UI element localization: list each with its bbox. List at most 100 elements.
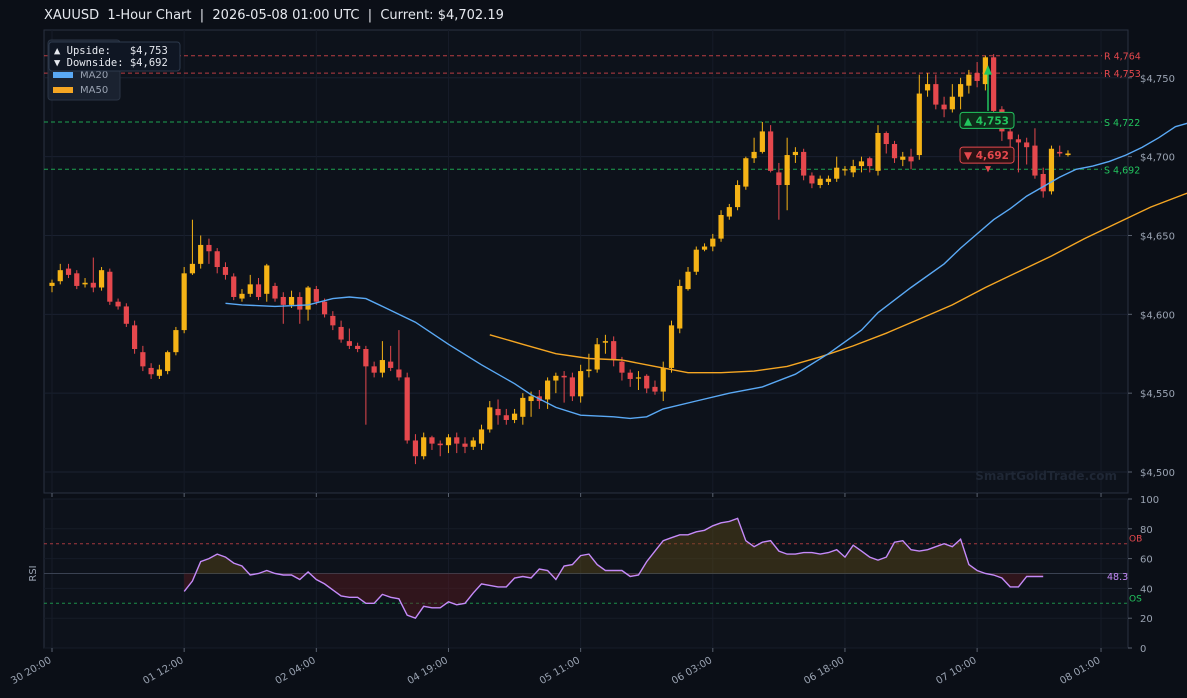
candle-body: [107, 271, 113, 302]
candle-body: [98, 270, 105, 288]
candle-body: [495, 408, 501, 416]
candle-body: [941, 104, 947, 110]
candle-body: [321, 301, 328, 315]
candle-body: [586, 369, 592, 372]
candle-body: [991, 57, 997, 111]
rsi-value-label: 48.3: [1107, 572, 1128, 583]
candle-body: [198, 244, 204, 264]
candle-body: [875, 132, 881, 171]
candle-body: [222, 267, 229, 275]
candle-body: [677, 285, 683, 329]
candle-body: [288, 296, 295, 305]
x-tick-label: 04 19:00: [406, 655, 450, 687]
x-tick-label: 08 01:00: [1058, 655, 1102, 687]
ma50-line: [489, 192, 1187, 374]
candle-body: [90, 282, 96, 288]
y-axis: $4,500 $4,550 $4,600 $4,650 $4,700 $4,750: [1128, 74, 1175, 479]
chart-title: XAUUSD 1-Hour Chart | 2026-05-08 01:00 U…: [44, 8, 504, 23]
tooltip-upside: ▲ Upside: $4,753: [54, 45, 168, 57]
candle-body: [82, 282, 88, 285]
candle-body: [437, 443, 443, 446]
candle-body: [1015, 139, 1022, 143]
candle-body: [487, 407, 493, 430]
candle-body: [842, 169, 848, 171]
candle-body: [445, 437, 452, 446]
candle-body: [701, 246, 708, 250]
candle-body: [264, 265, 270, 294]
level-label: R 4,764: [1104, 52, 1141, 63]
candle-body: [371, 366, 377, 373]
downside-tag-box: [959, 146, 1015, 164]
level-label: R 4,753: [1104, 69, 1141, 80]
candle-body: [858, 161, 865, 167]
candle-body: [693, 249, 699, 272]
x-tick-label: 07 10:00: [934, 655, 978, 687]
x-tick-label: 05 11:00: [538, 655, 582, 687]
candle-body: [49, 282, 55, 286]
downside-tag: ▼ 4,692: [959, 146, 1015, 173]
rsi-line: [183, 517, 1044, 620]
candle-body: [454, 437, 460, 444]
candle-body: [231, 276, 237, 297]
candle-body: [644, 375, 650, 389]
candle-body: [1057, 151, 1063, 154]
candle-body: [1032, 145, 1038, 176]
candle-body: [140, 352, 146, 367]
candle-body: [734, 185, 741, 208]
level-label: S 4,692: [1104, 165, 1140, 176]
candle-body: [1065, 153, 1071, 156]
candle-body: [280, 296, 286, 305]
candle-body: [1007, 131, 1013, 140]
candle-body: [421, 437, 427, 457]
rsi-tick-label: 40: [1140, 584, 1153, 595]
candle-body: [569, 377, 575, 397]
candle-body: [379, 360, 385, 373]
rsi-ob-label: OB: [1129, 535, 1142, 545]
candle-body: [974, 73, 980, 81]
candle-body: [751, 151, 757, 159]
candle-body: [627, 372, 633, 379]
candle-body: [470, 440, 476, 447]
candle-body: [809, 175, 815, 184]
candle-body: [462, 443, 468, 447]
candle-body: [346, 341, 352, 346]
upside-arrowhead: [984, 65, 992, 75]
candle-body: [478, 429, 485, 444]
candle-body: [982, 57, 988, 85]
legend-ma50-label: MA50: [80, 85, 108, 96]
upside-tag-text: ▲ 4,753: [964, 115, 1009, 127]
downside-arrowhead: [985, 166, 991, 173]
candle-body: [949, 96, 955, 110]
rsi-tick-label: 60: [1140, 555, 1153, 566]
candlesticks: [49, 54, 1071, 465]
candle-body: [255, 284, 262, 297]
y-tick-label: $4,750: [1140, 74, 1175, 85]
candle-body: [404, 377, 410, 441]
candle-body: [165, 352, 171, 372]
candle-body: [132, 325, 138, 350]
candle-body: [355, 345, 361, 350]
rsi-os-label: OS: [1129, 594, 1142, 604]
level-label: S 4,722: [1104, 118, 1140, 129]
x-tick-label: 06 18:00: [802, 655, 846, 687]
candle-body: [173, 330, 179, 353]
y-tick-label: $4,600: [1140, 310, 1175, 321]
price-levels: R 4,764 R 4,753 S 4,722 S 4,692: [44, 52, 1141, 176]
x-tick-label: 02 04:00: [274, 655, 318, 687]
candle-body: [338, 326, 344, 340]
candle-body: [834, 167, 840, 179]
ma20-line: [225, 122, 1187, 420]
candle-body: [412, 440, 419, 457]
candle-body: [710, 238, 716, 247]
candle-body: [189, 263, 196, 274]
candle-body: [776, 172, 782, 186]
rsi-tick-label: 20: [1140, 614, 1153, 625]
candle-body: [115, 301, 121, 307]
tooltip-downside: ▼ Downside: $4,692: [54, 57, 168, 69]
candle-body: [545, 380, 551, 400]
candle-body: [883, 132, 889, 145]
candle-body: [561, 375, 567, 378]
moving-averages: ▲ 4,753 ▼ 4,692: [225, 65, 1187, 420]
candle-body: [214, 251, 220, 268]
